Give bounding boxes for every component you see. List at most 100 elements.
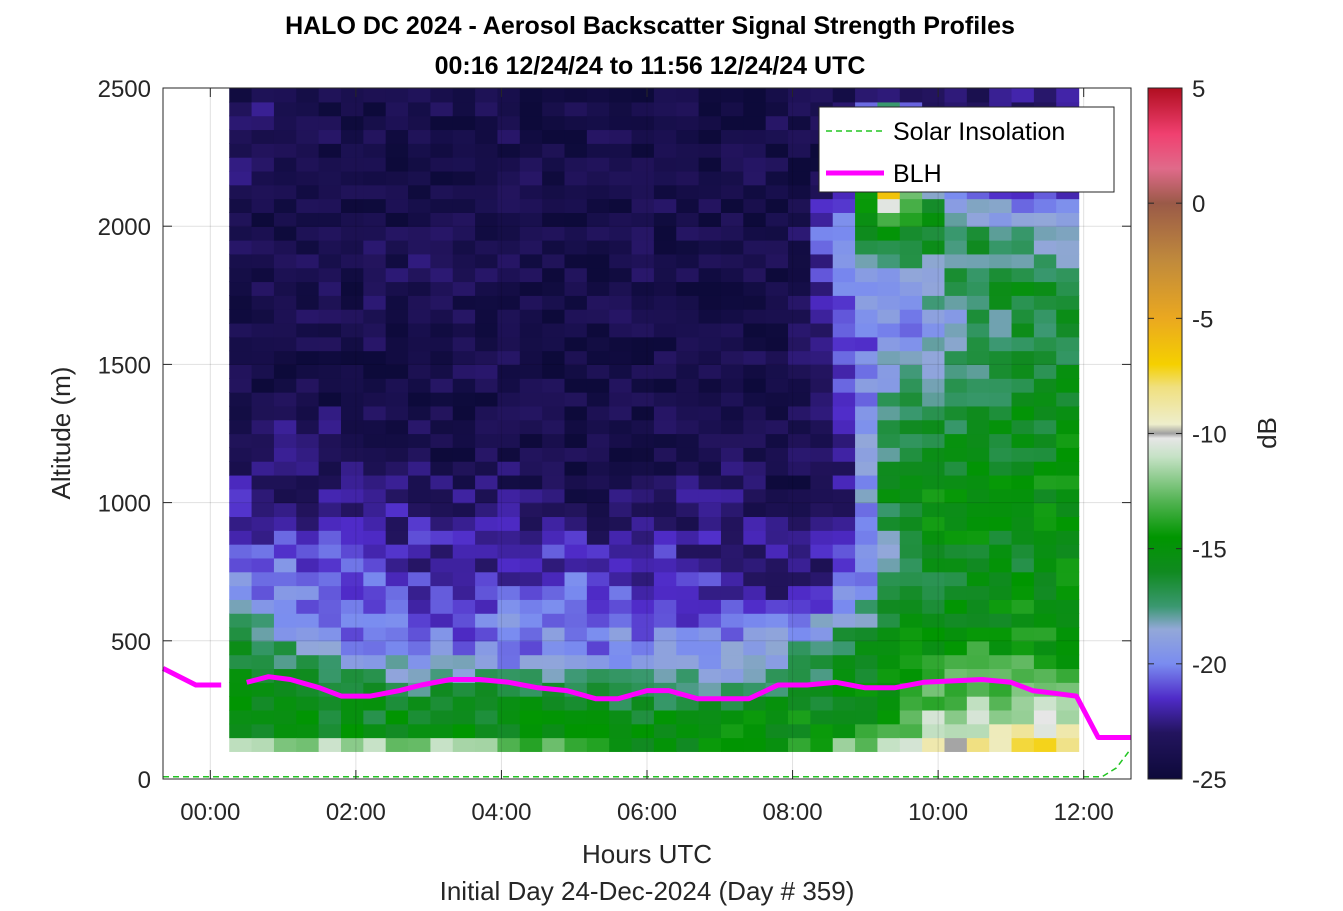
heatmap-cell xyxy=(899,640,923,656)
heatmap-cell xyxy=(922,530,946,545)
heatmap-cell xyxy=(586,433,610,448)
heatmap-cell xyxy=(609,461,633,476)
heatmap-cell xyxy=(966,267,990,283)
heatmap-cell xyxy=(1033,474,1057,490)
heatmap-cell xyxy=(676,405,700,421)
heatmap-cell xyxy=(922,253,946,269)
heatmap-cell xyxy=(922,474,946,490)
heatmap-cell xyxy=(855,281,879,296)
heatmap-cell xyxy=(318,322,342,338)
heatmap-cell xyxy=(810,626,834,642)
heatmap-cell xyxy=(676,585,700,600)
heatmap-cell xyxy=(877,544,901,559)
heatmap-cell xyxy=(609,571,633,587)
heatmap-cell xyxy=(1011,474,1035,490)
heatmap-cell xyxy=(922,309,946,324)
heatmap-cell xyxy=(609,599,633,614)
heatmap-cell xyxy=(430,226,454,241)
heatmap-cell xyxy=(296,88,320,103)
heatmap-cell xyxy=(877,433,901,448)
heatmap-cell xyxy=(877,240,901,255)
heatmap-cell xyxy=(586,115,610,131)
heatmap-cell xyxy=(631,696,655,711)
heatmap-cell xyxy=(497,557,521,573)
colorbar-tick-label: -25 xyxy=(1192,767,1227,794)
heatmap-cell xyxy=(452,419,476,435)
heatmap-cell xyxy=(743,709,767,725)
heatmap-cell xyxy=(944,336,968,352)
heatmap-cell xyxy=(1033,364,1057,379)
heatmap-cell xyxy=(966,585,990,600)
heatmap-cell xyxy=(273,530,297,545)
heatmap-cell xyxy=(586,170,610,186)
heatmap-cell xyxy=(273,585,297,600)
heatmap-cell xyxy=(564,419,588,435)
heatmap-cell xyxy=(1033,516,1057,531)
heatmap-cell xyxy=(452,557,476,573)
heatmap-cell xyxy=(765,170,789,186)
heatmap-cell xyxy=(452,336,476,352)
heatmap-cell xyxy=(586,709,610,725)
heatmap-cell xyxy=(318,336,342,352)
heatmap-cell xyxy=(408,170,431,186)
heatmap-cell xyxy=(653,226,677,241)
heatmap-cell xyxy=(273,101,297,117)
heatmap-cell xyxy=(676,502,700,518)
heatmap-cell xyxy=(318,157,342,172)
heatmap-cell xyxy=(676,198,700,213)
heatmap-cell xyxy=(1033,322,1057,338)
heatmap-cell xyxy=(497,516,521,531)
heatmap-cell xyxy=(877,378,901,393)
heatmap-cell xyxy=(385,461,409,476)
heatmap-cell xyxy=(698,129,722,144)
heatmap-cell xyxy=(296,309,320,324)
heatmap-cell xyxy=(340,557,364,573)
heatmap-cell xyxy=(788,696,811,711)
heatmap-cell xyxy=(922,557,946,573)
heatmap-cell xyxy=(989,281,1013,296)
heatmap-cell xyxy=(788,516,811,531)
heatmap-cell xyxy=(743,557,767,573)
heatmap-cell xyxy=(765,488,789,504)
heatmap-cell xyxy=(564,488,588,504)
heatmap-cell xyxy=(564,737,588,752)
heatmap-cell xyxy=(899,585,923,600)
heatmap-cell xyxy=(408,392,431,407)
heatmap-cell xyxy=(1011,433,1035,448)
heatmap-cell xyxy=(653,157,677,172)
heatmap-cell xyxy=(542,240,566,255)
heatmap-cell xyxy=(966,516,990,531)
heatmap-cell xyxy=(430,640,454,656)
heatmap-cell xyxy=(586,350,610,365)
heatmap-cell xyxy=(788,488,811,504)
heatmap-cell xyxy=(363,253,387,269)
heatmap-cell xyxy=(966,488,990,504)
heatmap-cell xyxy=(1056,198,1080,213)
heatmap-cell xyxy=(698,240,722,255)
heatmap-cell xyxy=(899,530,923,545)
heatmap-cell xyxy=(475,447,499,462)
heatmap-cell xyxy=(318,516,342,531)
heatmap-cell xyxy=(832,599,856,614)
heatmap-cell xyxy=(385,709,409,725)
heatmap-cell xyxy=(676,516,700,531)
heatmap-cell xyxy=(810,433,834,448)
heatmap-cell xyxy=(810,364,834,379)
heatmap-cell xyxy=(251,212,275,227)
heatmap-cell xyxy=(944,88,968,103)
heatmap-cell xyxy=(251,170,275,186)
heatmap-cell xyxy=(899,309,923,324)
heatmap-cell xyxy=(631,585,655,600)
heatmap-cell xyxy=(340,668,364,683)
heatmap-cell xyxy=(765,226,789,241)
heatmap-cell xyxy=(542,101,566,117)
heatmap-cell xyxy=(631,212,655,227)
heatmap-cell xyxy=(229,198,253,213)
heatmap-cell xyxy=(966,502,990,518)
heatmap-cell xyxy=(855,433,879,448)
heatmap-cell xyxy=(385,88,409,103)
heatmap-cell xyxy=(318,640,342,656)
heatmap-cell xyxy=(765,88,789,103)
heatmap-cell xyxy=(1056,267,1080,283)
